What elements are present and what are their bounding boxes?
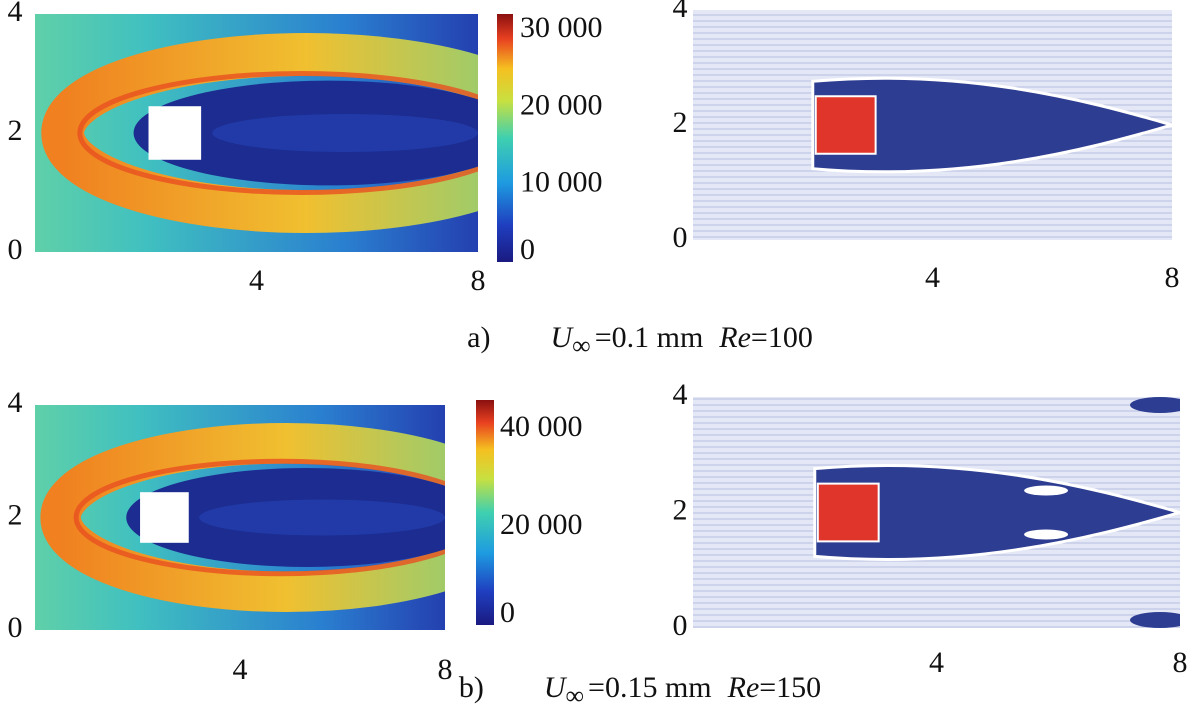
outer-band (41, 33, 478, 233)
y-tick-label: 0 (673, 609, 688, 642)
caption-symbol: U (544, 671, 568, 704)
caption-symbol: U (550, 321, 574, 354)
streamline-plot (693, 397, 1180, 628)
colorbar-label: 10 000 (520, 166, 603, 199)
y-tick-label: 0 (8, 611, 23, 644)
x-tick-label: 4 (233, 653, 248, 686)
caption: a) U∞ =0.1 mm Re=100 (467, 321, 813, 360)
y-tick-label: 4 (673, 378, 688, 411)
x-tick-label: 4 (929, 646, 944, 679)
colorbar-label: 30 000 (520, 11, 603, 44)
colorbar (476, 400, 494, 625)
colorbar-label: 20 000 (520, 88, 603, 121)
caption-re_value: =100 (751, 321, 813, 354)
caption: b) U∞ =0.15 mm Re=150 (459, 671, 821, 710)
wake-region (813, 463, 1180, 562)
obstacle (814, 95, 877, 155)
bubble (1024, 529, 1069, 540)
corner-vortex (1130, 397, 1180, 413)
y-tick-label: 4 (8, 386, 23, 419)
wake-core (199, 499, 445, 536)
y-tick-label: 2 (8, 114, 23, 147)
y-tick-label: 0 (673, 221, 688, 254)
y-tick-label: 2 (8, 498, 23, 531)
caption-speed: =0.1 mm (595, 321, 704, 354)
outer-band (40, 423, 445, 612)
corner-vortex (1130, 612, 1180, 628)
x-tick-label: 8 (1173, 646, 1188, 679)
caption-re_symbol: Re (727, 671, 760, 704)
y-tick-label: 2 (673, 493, 688, 526)
colorbar-label: 20 000 (500, 508, 583, 541)
caption-label: a) (467, 321, 490, 354)
caption-re_symbol: Re (718, 321, 751, 354)
colorbar-label: 0 (520, 233, 535, 266)
wake-core (212, 113, 478, 153)
colorbar (497, 14, 513, 262)
inner-red (73, 458, 445, 577)
colorbar-label: 0 (500, 596, 515, 629)
x-tick-label: 4 (925, 261, 940, 294)
colorbar-label: 40 000 (500, 410, 583, 443)
inner-red (77, 71, 478, 195)
y-tick-label: 0 (8, 233, 23, 266)
bubble (1024, 485, 1069, 496)
obstacle (140, 492, 189, 543)
y-tick-label: 2 (673, 106, 688, 139)
obstacle (148, 106, 202, 160)
x-tick-label: 8 (471, 264, 486, 297)
heatmap (35, 14, 478, 252)
x-tick-label: 8 (438, 653, 453, 686)
wake-region (811, 76, 1172, 174)
x-tick-label: 8 (1165, 261, 1180, 294)
caption-subscript: ∞ (565, 681, 584, 710)
caption-label: b) (459, 671, 484, 704)
obstacle (816, 482, 880, 543)
x-tick-label: 4 (249, 264, 264, 297)
y-tick-label: 4 (8, 0, 23, 28)
caption-speed: =0.15 mm (588, 671, 712, 704)
streamline-plot (693, 10, 1172, 240)
caption-re_value: =150 (759, 671, 821, 704)
caption-subscript: ∞ (572, 331, 591, 360)
heatmap (35, 405, 445, 630)
y-tick-label: 4 (673, 0, 688, 24)
